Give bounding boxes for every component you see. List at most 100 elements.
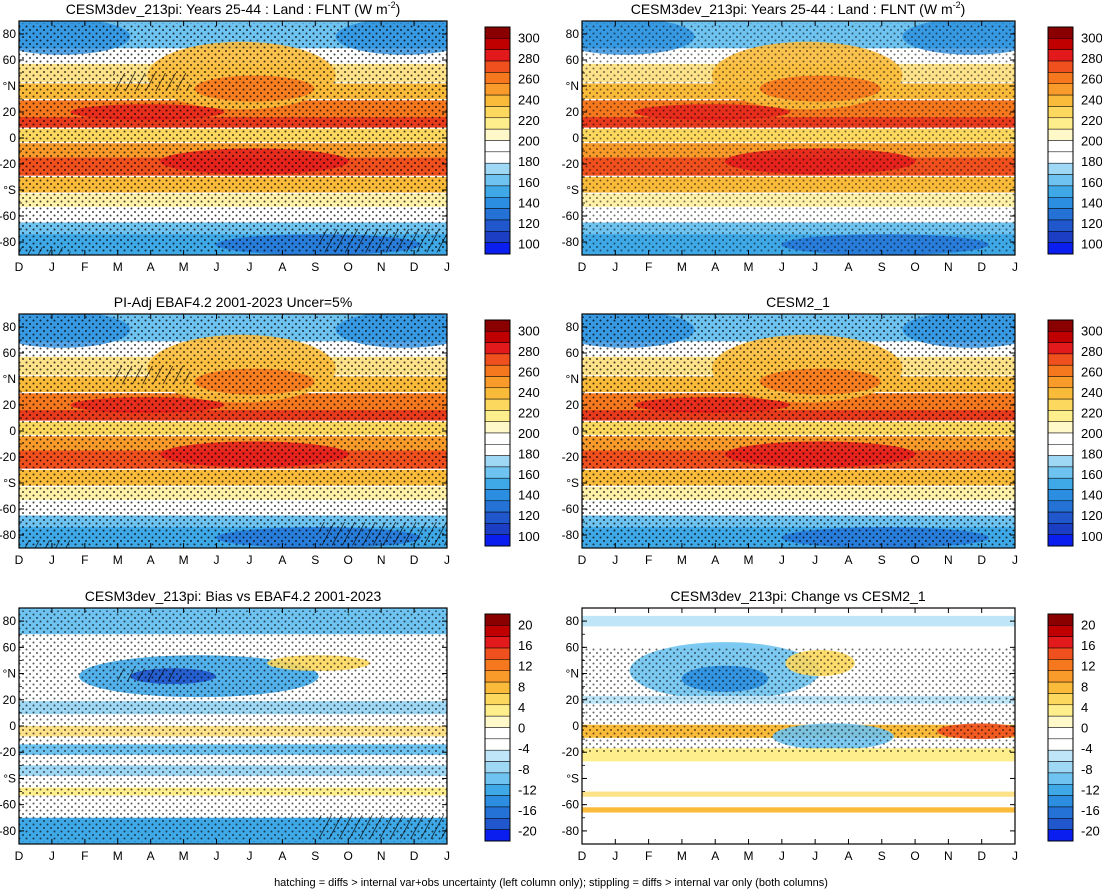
colorbar-segment bbox=[1047, 715, 1074, 728]
colorbar-segment bbox=[1047, 444, 1074, 456]
colorbar-label: 240 bbox=[1081, 92, 1102, 107]
panel-title-main: CESM3dev_213pi: Years 25-44 : Land : FLN… bbox=[631, 1, 953, 17]
x-tick-label: O bbox=[910, 553, 919, 567]
colorbar: 300 280 260 240 220 200 180 160 140 120 100 bbox=[484, 319, 540, 547]
panel-title: PI-Adj EBAF4.2 2001-2023 Uncer=5% bbox=[114, 294, 353, 310]
field bbox=[19, 21, 447, 255]
colorbar-segment bbox=[1047, 174, 1074, 187]
colorbar-segment bbox=[1047, 387, 1074, 400]
y-tick-label: 80 bbox=[3, 320, 17, 334]
colorbar-segment bbox=[484, 772, 511, 785]
colorbar-label: 220 bbox=[518, 405, 540, 420]
y-tick-label: -80 bbox=[562, 528, 580, 542]
y-tick-label: -60 bbox=[562, 798, 580, 812]
colorbar-frame bbox=[1047, 319, 1074, 547]
colorbar-segment bbox=[484, 342, 511, 355]
x-tick-label: N bbox=[377, 849, 386, 863]
colorbar-label: 100 bbox=[1081, 529, 1102, 544]
y-tick-label: °N bbox=[566, 79, 579, 93]
stippling bbox=[19, 610, 447, 842]
colorbar-label: 160 bbox=[518, 175, 540, 190]
colorbar-label: 120 bbox=[1081, 508, 1102, 523]
colorbar-label: 20 bbox=[1081, 617, 1095, 632]
x-tick-label: D bbox=[578, 849, 587, 863]
x-tick-label: J bbox=[1012, 849, 1018, 863]
colorbar-segment bbox=[1047, 353, 1074, 366]
panel-title: CESM3dev_213pi: Change vs CESM2_1 bbox=[670, 588, 925, 604]
colorbar-segment bbox=[484, 151, 511, 164]
colorbar-label: -20 bbox=[1081, 824, 1100, 839]
colorbar-segment bbox=[1047, 117, 1074, 130]
colorbar-segment bbox=[484, 704, 511, 717]
colorbar-label: -12 bbox=[518, 782, 537, 797]
y-tick-label: 20 bbox=[3, 693, 17, 707]
x-tick-label: A bbox=[844, 553, 852, 567]
x-tick-label: A bbox=[147, 553, 155, 567]
y-tick-label: -20 bbox=[0, 157, 16, 171]
colorbar-label: 240 bbox=[518, 385, 540, 400]
hatching-south bbox=[318, 522, 447, 546]
colorbar-segment bbox=[484, 784, 511, 796]
field bbox=[19, 608, 447, 844]
colorbar-segment bbox=[1047, 670, 1074, 683]
x-tick-label: D bbox=[410, 553, 419, 567]
x-tick-label: J bbox=[444, 553, 450, 567]
y-tick-label: -60 bbox=[0, 798, 16, 812]
y-tick-label: 60 bbox=[566, 53, 580, 67]
colorbar-segment bbox=[1047, 523, 1074, 535]
x-tick-label: O bbox=[344, 849, 353, 863]
colorbar-label: 240 bbox=[518, 92, 540, 107]
colorbar-segment bbox=[484, 60, 511, 73]
colorbar-segment bbox=[1047, 829, 1074, 842]
colorbar-segment bbox=[484, 49, 511, 62]
colorbar-label: 260 bbox=[1081, 72, 1102, 87]
colorbar-segment bbox=[1047, 26, 1074, 39]
y-tick-label: -20 bbox=[562, 157, 580, 171]
colorbar-segment bbox=[484, 727, 511, 740]
x-tick-label: D bbox=[410, 260, 419, 274]
hatching-north bbox=[113, 73, 191, 92]
x-tick-label: D bbox=[578, 553, 587, 567]
stippling bbox=[19, 23, 447, 253]
colorbar-segment bbox=[1047, 162, 1074, 175]
y-tick-label: -20 bbox=[0, 450, 16, 464]
x-tick-label: J bbox=[812, 260, 818, 274]
colorbar-segment bbox=[484, 647, 511, 660]
y-tick-label: -60 bbox=[562, 502, 580, 516]
y-tick-label: -80 bbox=[562, 824, 580, 838]
colorbar-label: 120 bbox=[1081, 216, 1102, 231]
colorbar-segment bbox=[484, 455, 511, 468]
x-tick-label: J bbox=[612, 849, 618, 863]
x-tick-label: O bbox=[910, 849, 919, 863]
colorbar-segment bbox=[1047, 477, 1074, 490]
panel-title: CESM3dev_213pi: Bias vs EBAF4.2 2001-202… bbox=[85, 588, 382, 604]
colorbar-label: 280 bbox=[1081, 344, 1102, 359]
colorbar-segment bbox=[1047, 49, 1074, 62]
x-tick-label: J bbox=[444, 849, 450, 863]
colorbar-label: -8 bbox=[1081, 762, 1093, 777]
change-band-arctic bbox=[582, 615, 1015, 627]
panel-title-superscript: -2 bbox=[388, 0, 396, 10]
panel-title: CESM2_1 bbox=[766, 294, 830, 310]
colorbar-segment bbox=[1047, 197, 1074, 209]
colorbar-segment bbox=[1047, 219, 1074, 232]
colorbar-label: 260 bbox=[1081, 364, 1102, 379]
x-tick-label: J bbox=[444, 260, 450, 274]
colorbar-label: 300 bbox=[518, 30, 540, 45]
panel-title-main: CESM2_1 bbox=[766, 294, 830, 310]
x-tick-label: J bbox=[779, 553, 785, 567]
chart-panel-6: D J F M A M J J A S O N D J8060°N200-20°S-60-80CESM3d… bbox=[562, 588, 1100, 863]
colorbar-segment bbox=[484, 26, 511, 39]
colorbar-label: 140 bbox=[1081, 195, 1102, 210]
colorbar-segment bbox=[1047, 331, 1074, 343]
colorbar-label: 300 bbox=[1081, 323, 1102, 338]
colorbar-segment bbox=[1047, 140, 1074, 153]
colorbar-segment bbox=[484, 94, 511, 107]
colorbar-segment bbox=[1047, 625, 1074, 637]
chart-panel-1: D J F M A M J J A S O N D J8060°N200-20°S-60-80CESM3d… bbox=[0, 0, 540, 274]
x-tick-label: D bbox=[977, 849, 986, 863]
y-tick-label: -80 bbox=[0, 824, 16, 838]
colorbar-segment bbox=[484, 242, 511, 255]
colorbar-label: 180 bbox=[518, 154, 540, 169]
colorbar: 20 16 12 8 4 0 -4 -8 -12 -16 -20 bbox=[1047, 613, 1100, 842]
